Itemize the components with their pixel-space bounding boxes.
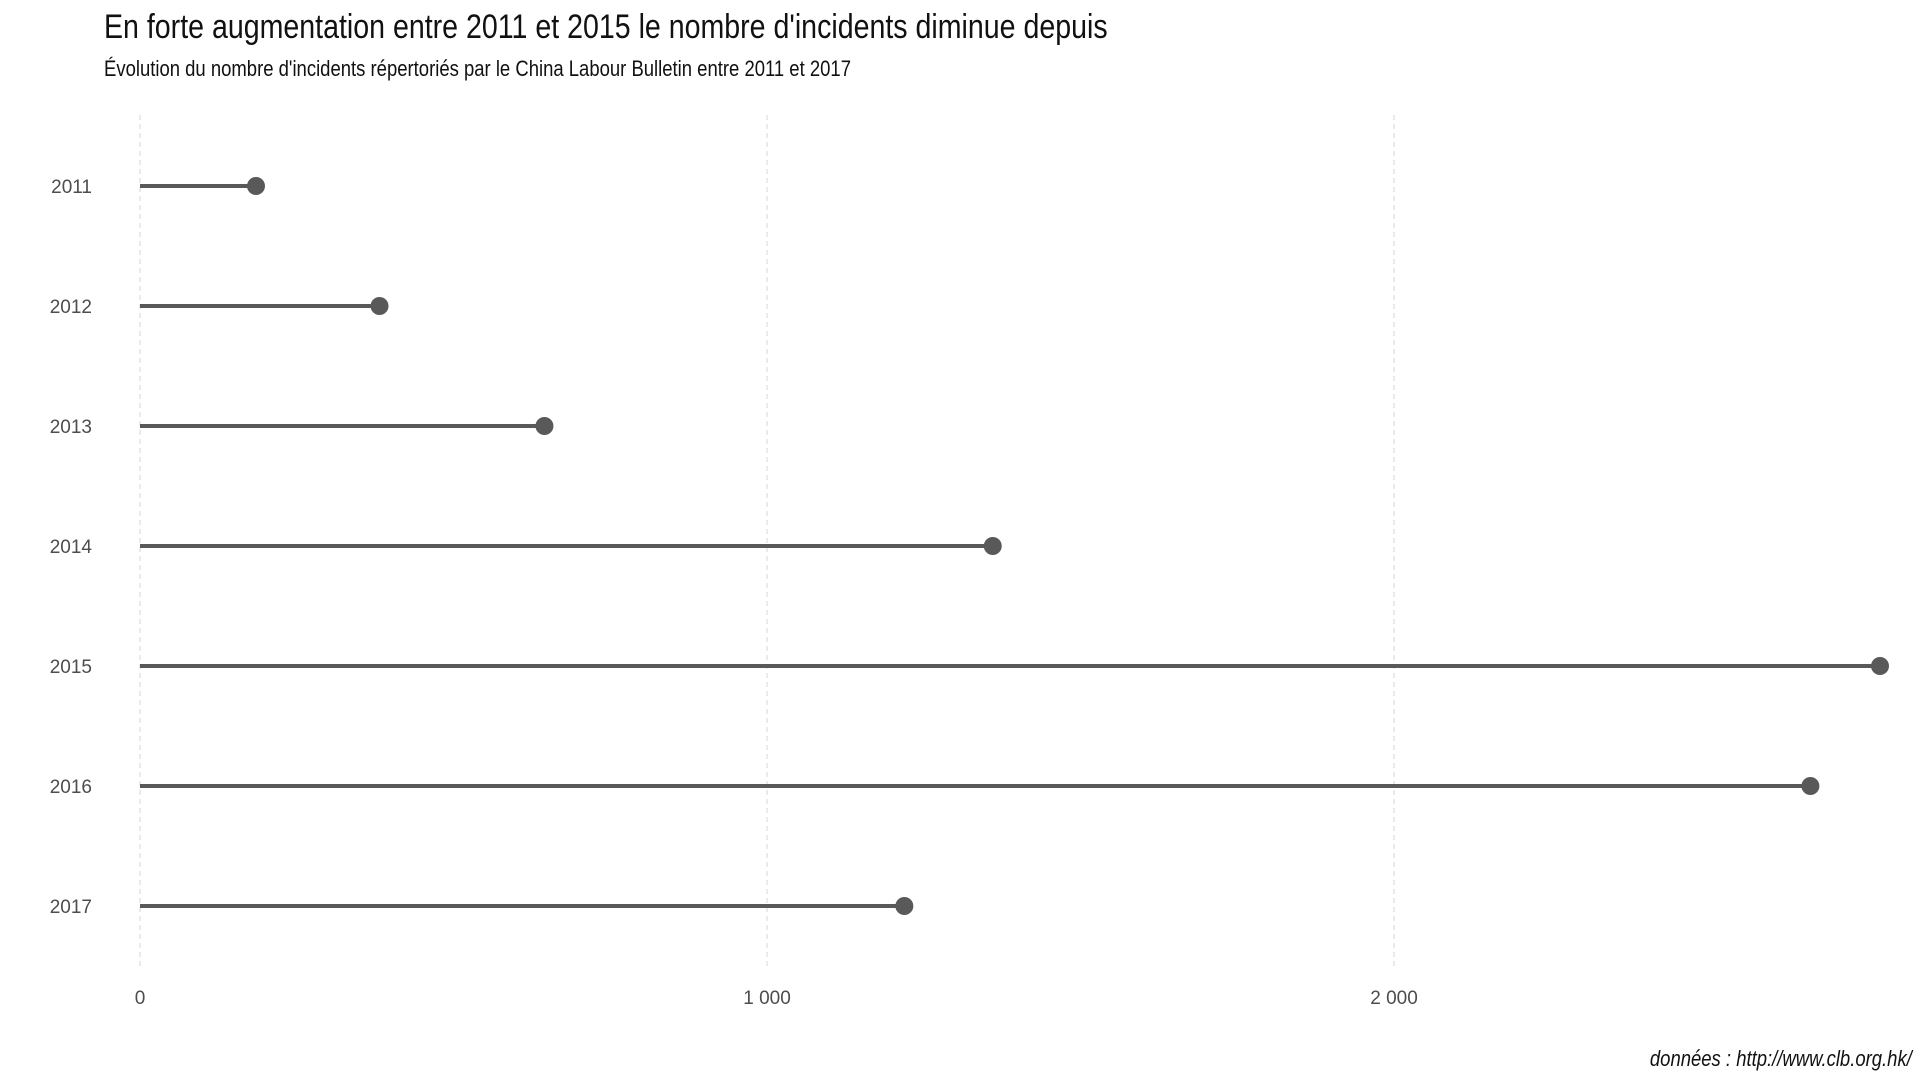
lollipop-point — [1801, 777, 1820, 795]
lollipop-point — [983, 537, 1002, 555]
y-tick-label: 2014 — [50, 537, 93, 558]
x-axis-labels: 0 1 000 2 000 — [135, 988, 1418, 1009]
x-tick-label: 2 000 — [1370, 988, 1418, 1009]
y-tick-label: 2011 — [51, 177, 92, 198]
gridlines — [139, 115, 1395, 970]
y-tick-label: 2016 — [50, 777, 92, 798]
y-axis-labels: 2011 2012 2013 2014 2015 2016 2017 — [50, 177, 93, 918]
chart-title: En forte augmentation entre 2011 et 2015… — [104, 8, 1108, 46]
lollipop-point — [1871, 657, 1889, 675]
x-tick-label: 1 000 — [743, 988, 791, 1009]
points — [247, 177, 1889, 915]
lollipop-point — [247, 177, 265, 195]
lollipop-point — [535, 417, 554, 435]
y-tick-label: 2017 — [50, 897, 92, 918]
y-tick-label: 2012 — [50, 297, 92, 318]
chart-subtitle: Évolution du nombre d'incidents répertor… — [104, 56, 851, 81]
x-tick-label: 0 — [135, 988, 146, 1009]
lollipop-point — [370, 297, 389, 315]
lollipop-point — [895, 897, 914, 915]
y-tick-label: 2013 — [50, 417, 92, 438]
source-caption: données : http://www.clb.org.hk/ — [1650, 1046, 1912, 1071]
stems — [140, 184, 1880, 908]
y-tick-label: 2015 — [50, 657, 92, 678]
